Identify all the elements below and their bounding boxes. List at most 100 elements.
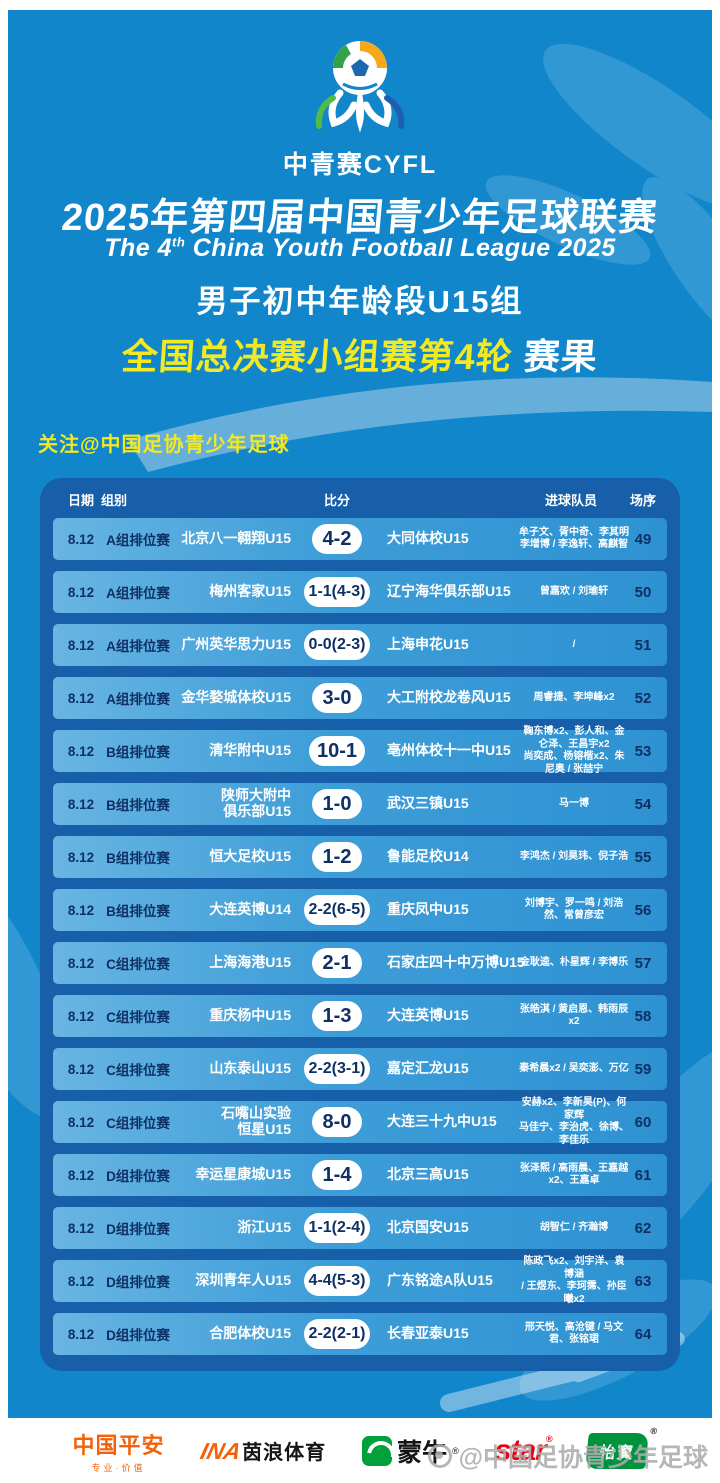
row-date: 8.12 bbox=[67, 637, 95, 653]
row-date: 8.12 bbox=[67, 1167, 95, 1183]
home-team: 金华婺城体校U15 bbox=[181, 689, 291, 706]
score-pill: 3-0 bbox=[312, 683, 362, 713]
table-row: 8.12 A组排位赛 梅州客家U15 1-1(4-3) 辽宁海华俱乐部U15 曾… bbox=[53, 571, 667, 613]
match-number: 57 bbox=[634, 954, 652, 972]
table-row: 8.12 A组排位赛 金华婺城体校U15 3-0 大工附校龙卷风U15 周睿捷、… bbox=[53, 677, 667, 719]
table-row: 8.12 D组排位赛 合肥体校U15 2-2(2-1) 长春亚泰U15 邢天悦、… bbox=[53, 1313, 667, 1355]
watermark: @中国足协青少年足球 bbox=[427, 1438, 708, 1474]
match-number: 64 bbox=[634, 1325, 652, 1343]
score-pill: 8-0 bbox=[312, 1107, 362, 1137]
pingan-name: 中国平安 bbox=[72, 1432, 165, 1458]
header-match-no: 场序 bbox=[629, 492, 656, 508]
match-number: 52 bbox=[634, 689, 652, 707]
row-date: 8.12 bbox=[67, 1114, 95, 1130]
away-team: 石家庄四十中万博U15 bbox=[387, 954, 525, 971]
results-table: 日期 组别 比分 进球队员 场序 8.12 A组排位赛 北京八一翱翔U15 4-… bbox=[40, 478, 680, 1371]
score-cell: 1-2 bbox=[293, 842, 381, 872]
round-title: 全国总决赛小组赛第4轮 赛果 bbox=[8, 328, 712, 380]
score-pill: 1-0 bbox=[312, 789, 362, 819]
scorers: 邢天悦、高沧键 / 马文君、张铭珺 bbox=[524, 1321, 624, 1346]
row-group: B组排位赛 bbox=[106, 745, 170, 760]
match-number: 58 bbox=[634, 1007, 652, 1025]
score-pill: 2-1 bbox=[312, 948, 362, 978]
sponsor-ina-logo: INA 茵浪体育 bbox=[197, 1436, 327, 1465]
table-row: 8.12 A组排位赛 广州英华思力U15 0-0(2-3) 上海申花U15 / … bbox=[53, 624, 667, 666]
score-cell: 3-0 bbox=[293, 683, 381, 713]
away-team: 北京三高U15 bbox=[387, 1166, 469, 1183]
away-team: 亳州体校十一中U15 bbox=[387, 742, 511, 759]
score-cell: 4-4(5-3) bbox=[293, 1266, 381, 1296]
scorers: 刘博宇、罗一鸣 / 刘浩然、常曾彦宏 bbox=[524, 897, 624, 922]
away-team: 武汉三镇U15 bbox=[387, 795, 469, 812]
score-pill: 0-0(2-3) bbox=[303, 630, 371, 660]
header-score: 比分 bbox=[323, 492, 350, 508]
scorers: 曾嘉欢 / 刘瑜轩 bbox=[539, 585, 609, 597]
scorers: 李鸿杰 / 刘昊玮、倪子浩 bbox=[519, 850, 629, 862]
row-group: C组排位赛 bbox=[106, 1063, 170, 1078]
cestbon-reg-mark: ® bbox=[650, 1425, 660, 1436]
away-team: 重庆凤中U15 bbox=[387, 901, 469, 918]
score-cell: 1-1(2-4) bbox=[293, 1213, 381, 1243]
score-cell: 8-0 bbox=[293, 1107, 381, 1137]
header-scorers: 进球队员 bbox=[544, 492, 597, 508]
match-number: 62 bbox=[634, 1219, 652, 1237]
match-number: 59 bbox=[634, 1060, 652, 1078]
row-date: 8.12 bbox=[67, 1008, 95, 1024]
score-cell: 2-2(6-5) bbox=[293, 895, 381, 925]
cyfl-trophy-icon bbox=[315, 41, 405, 133]
away-team: 上海申花U15 bbox=[387, 636, 469, 653]
ina-label: 茵浪体育 bbox=[242, 1442, 327, 1464]
scorers: 周睿捷、李坤峰x2 bbox=[533, 691, 615, 703]
home-team: 大连英博U14 bbox=[209, 901, 291, 918]
row-date: 8.12 bbox=[67, 584, 95, 600]
score-pill: 1-1(2-4) bbox=[303, 1213, 371, 1243]
table-row: 8.12 D组排位赛 深圳青年人U15 4-4(5-3) 广东铭途A队U15 陈… bbox=[53, 1256, 667, 1305]
score-pill: 2-2(2-1) bbox=[303, 1319, 371, 1349]
row-group: A组排位赛 bbox=[106, 533, 170, 548]
table-row: 8.12 C组排位赛 重庆杨中U15 1-3 大连英博U15 张皓淇 / 黄启恩… bbox=[53, 995, 667, 1037]
mengniu-reg-mark: ® bbox=[452, 1445, 459, 1456]
star-label: star bbox=[494, 1433, 547, 1467]
score-cell: 10-1 bbox=[293, 736, 381, 766]
match-number: 53 bbox=[634, 742, 652, 760]
row-date: 8.12 bbox=[67, 743, 95, 759]
follow-note: 关注@中国足协青少年足球 bbox=[38, 434, 290, 456]
row-group: D组排位赛 bbox=[106, 1169, 170, 1184]
header-date: 日期 bbox=[67, 492, 94, 508]
match-number: 49 bbox=[634, 530, 652, 548]
home-team: 合肥体校U15 bbox=[209, 1325, 291, 1342]
away-team: 广东铭途A队U15 bbox=[387, 1272, 493, 1289]
score-pill: 1-2 bbox=[312, 842, 362, 872]
score-pill: 2-2(3-1) bbox=[303, 1054, 371, 1084]
star-reg-mark: ® bbox=[545, 1433, 553, 1444]
row-group: A组排位赛 bbox=[106, 639, 170, 654]
row-group: A组排位赛 bbox=[106, 586, 170, 601]
row-group: C组排位赛 bbox=[106, 1116, 170, 1131]
away-team: 鲁能足校U14 bbox=[387, 848, 469, 865]
table-row: 8.12 B组排位赛 大连英博U14 2-2(6-5) 重庆凤中U15 刘博宇、… bbox=[53, 889, 667, 931]
ina-mark: INA bbox=[197, 1438, 244, 1464]
home-team: 幸运星康城U15 bbox=[195, 1166, 291, 1183]
cyfl-logo: 中青赛CYFL bbox=[8, 38, 712, 181]
round-title-highlight: 全国总决赛小组赛第4轮 bbox=[120, 336, 515, 377]
header-group: 组别 bbox=[101, 492, 128, 508]
away-team: 大连英博U15 bbox=[387, 1007, 469, 1024]
table-row: 8.12 B组排位赛 陕师大附中 俱乐部U15 1-0 武汉三镇U15 马一博 … bbox=[53, 783, 667, 825]
away-team: 辽宁海华俱乐部U15 bbox=[387, 583, 511, 600]
home-team: 上海海港U15 bbox=[209, 954, 291, 971]
watermark-text: @中国足协青少年足球 bbox=[458, 1444, 708, 1472]
scorers: 张皓淇 / 黄启恩、韩雨辰x2 bbox=[519, 1003, 629, 1028]
away-team: 嘉定汇龙U15 bbox=[387, 1060, 469, 1077]
home-team: 浙江U15 bbox=[237, 1219, 291, 1236]
score-pill: 2-2(6-5) bbox=[303, 895, 371, 925]
score-cell: 1-4 bbox=[293, 1160, 381, 1190]
scorers: 安赫x2、李新昊(P)、何家辉 马佳宁、李治虎、徐博、李佳乐 bbox=[519, 1097, 629, 1146]
scorers: 马一博 bbox=[559, 797, 589, 809]
scorers: 秦希晨x2 / 吴奕澎、万亿 bbox=[519, 1062, 629, 1074]
score-cell: 2-2(2-1) bbox=[293, 1319, 381, 1349]
score-pill: 1-1(4-3) bbox=[303, 577, 371, 607]
match-number: 54 bbox=[634, 795, 652, 813]
away-team: 北京国安U15 bbox=[387, 1219, 469, 1236]
score-cell: 1-1(4-3) bbox=[293, 577, 381, 607]
home-team: 梅州客家U15 bbox=[209, 583, 291, 600]
